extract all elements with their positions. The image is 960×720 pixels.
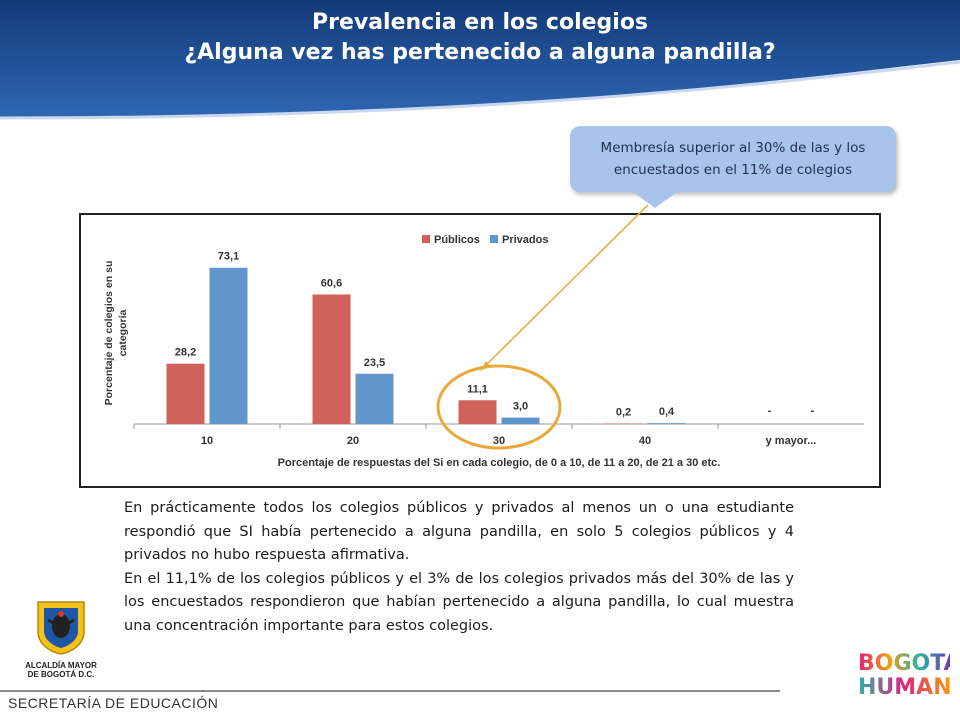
bar-privados [209,267,248,424]
bar-privados [647,423,686,424]
alcaldia-logo: ALCALDÍA MAYOR DE BOGOTÁ D.C. [18,598,104,679]
bar-chart: 10 28,2 73,1 20 60,6 23,5 30 11,1 3,0 40 0,2 0,4 y m… [103,234,864,469]
callout-tail [630,190,680,208]
title-line-2: ¿Alguna vez has pertenecido a alguna pan… [184,40,776,65]
x-tick-label: 20 [347,435,359,447]
legend-label: Privados [502,234,548,246]
callout-line-1: Membresía superior al 30% de las y los [600,140,866,156]
header-banner [0,0,960,130]
logo-line-1: ALCALDÍA MAYOR [25,661,97,670]
legend-label: Públicos [434,234,480,246]
footer-divider [0,690,780,692]
legend-swatch [490,235,498,243]
y-axis-label-line-1: Porcentaje de colegios en su [103,261,115,406]
data-label: - [811,405,815,417]
y-axis-label-line-2: categoría [117,309,129,356]
page-title: Prevalencia en los colegios ¿Alguna vez … [0,8,960,68]
data-label: 0,2 [616,407,631,419]
chart-frame [79,213,881,488]
data-label: 60,6 [321,277,342,289]
header-wave [0,0,960,120]
title-line-1: Prevalencia en los colegios [311,10,649,35]
brand-line-1: BOGOTÁ [858,651,960,676]
x-tick-label: 40 [639,435,651,447]
data-label: 11,1 [467,383,488,395]
data-label: 23,5 [364,357,385,369]
x-tick-label: 10 [201,435,213,447]
data-label: - [768,405,772,417]
body-text: En prácticamente todos los colegios públ… [124,497,794,638]
brand-line-2: HUMANA [858,675,960,700]
footer-text: SECRETARÍA DE EDUCACIÓN [8,695,219,711]
bar-publicos [458,400,497,424]
callout-box: Membresía superior al 30% de las y los e… [570,126,896,192]
paragraph-1: En prácticamente todos los colegios públ… [124,500,794,563]
bar-privados [501,417,540,424]
callout-line-2: encuestados en el 11% de colegios [613,162,853,178]
data-label: 0,4 [659,406,675,418]
x-tick-label: y mayor... [766,435,817,447]
data-label: 3,0 [513,401,528,413]
coat-of-arms-icon [37,601,85,655]
data-label: 28,2 [175,347,196,359]
logo-line-2: DE BOGOTÁ D.C. [27,670,95,679]
bogota-humana-logo: BOGOTÁ HUMANA [858,651,960,700]
data-label: 73,1 [218,251,239,263]
x-axis-label: Porcentaje de respuestas del Si en cada … [278,457,721,469]
bar-publicos [312,294,351,424]
x-tick-label: 30 [493,435,505,447]
legend-swatch [422,235,430,243]
paragraph-2: En el 11,1% de los colegios públicos y e… [124,570,794,634]
bar-privados [355,373,394,424]
bar-publicos [166,363,205,424]
